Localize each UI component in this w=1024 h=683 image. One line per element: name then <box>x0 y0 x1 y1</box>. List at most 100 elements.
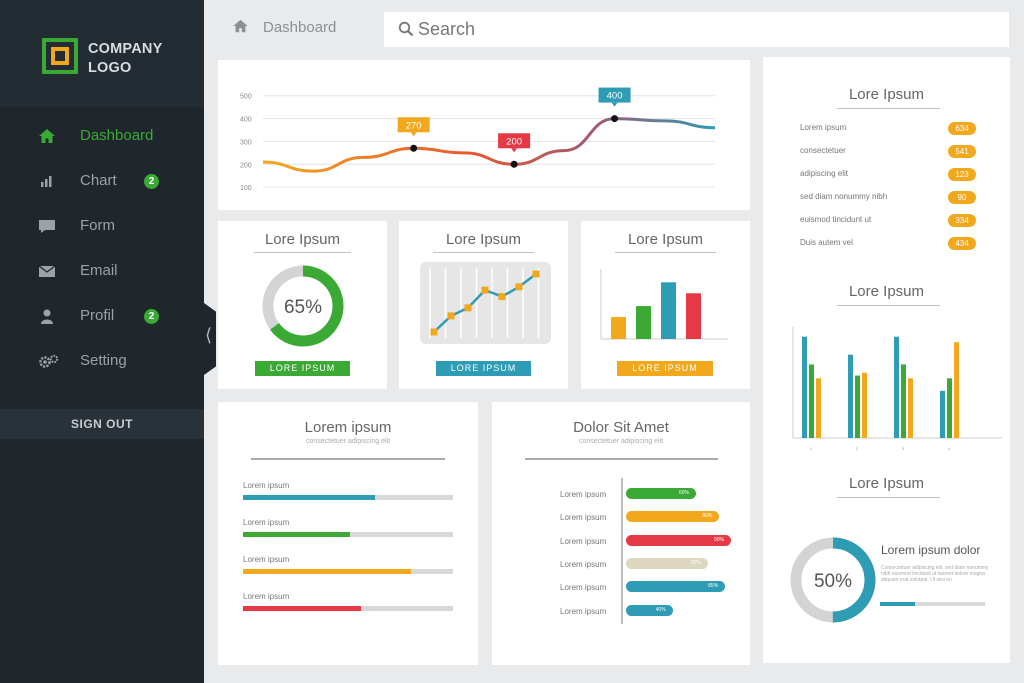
donut2-progress-fill <box>880 602 915 606</box>
card-title: Lore Ipsum <box>264 231 341 248</box>
hbar-row: Lorem ipsum 60% <box>560 488 760 500</box>
donut-card: Lore Ipsum 65% LORE IPSUM <box>218 221 387 389</box>
hbar-label: Lorem ipsum <box>560 536 607 546</box>
lore-ipsum-button[interactable]: LORE IPSUM <box>617 361 713 376</box>
y-tick-label: 400 <box>240 117 252 124</box>
title-divider <box>433 252 534 253</box>
value-badge: 434 <box>948 237 976 250</box>
company-logo-text: COMPANY LOGO <box>88 40 162 78</box>
hbar-value: 70% <box>690 559 701 566</box>
list-item: sed diam nonummy nibh 90 <box>800 191 980 205</box>
callout-box <box>397 117 430 133</box>
line-chart: 500 400 300 200 100 270 200 400 <box>240 87 716 192</box>
user-icon <box>41 309 53 324</box>
x-tick-label: 3 <box>902 446 905 451</box>
sidebar: COMPANY LOGO Dashboard Chart 2 Form Emai… <box>0 0 204 683</box>
hbar: 90% <box>626 534 731 546</box>
progress-label: Lorem ipsum <box>243 555 290 564</box>
logo-line-2: LOGO <box>88 60 132 76</box>
sidebar-collapse-toggle[interactable]: ⟨ <box>204 303 216 375</box>
sidebar-item-dashboard[interactable]: Dashboard <box>0 114 204 159</box>
data-point <box>611 115 619 123</box>
donut2-progress-track <box>880 602 985 606</box>
title-divider <box>525 458 718 460</box>
callout-label: 400 <box>607 91 623 102</box>
progress-fill <box>243 532 351 537</box>
title-divider <box>254 252 351 253</box>
bar <box>816 378 821 438</box>
value-badge: 634 <box>948 122 976 135</box>
hbar-label: Lorem ipsum <box>560 606 607 616</box>
spark-point <box>515 283 523 291</box>
x-tick-label: 1 <box>810 446 813 451</box>
breadcrumb[interactable]: Dashboard <box>263 19 337 36</box>
card-title: Dolor Sit Amet <box>573 419 669 436</box>
sidebar-nav: Dashboard Chart 2 Form Email Profil 2 Se… <box>0 114 204 384</box>
callout-box <box>498 133 531 149</box>
search-placeholder: Search <box>418 19 476 39</box>
value-badge: 541 <box>948 145 976 158</box>
sidebar-item-label: Setting <box>80 352 127 369</box>
bar <box>611 317 626 339</box>
sidebar-item-chart[interactable]: Chart 2 <box>0 159 204 204</box>
donut-chart: 65% <box>262 265 344 347</box>
hbar-label: Lorem ipsum <box>560 583 607 593</box>
right-panel: Lore Ipsum Lorem ipsum 634 consectetuer 541… <box>763 57 1010 663</box>
bar-chart-card: Lore Ipsum LORE IPSUM <box>581 221 750 389</box>
value-badge: 90 <box>948 191 976 204</box>
notification-badge: 2 <box>144 174 159 189</box>
progress-fill <box>243 569 411 574</box>
hbar: 85% <box>626 581 726 593</box>
progress-track <box>243 495 453 500</box>
spark-panel <box>420 262 551 344</box>
progress-label: Lorem ipsum <box>243 481 290 490</box>
home-icon <box>39 129 55 143</box>
spark-chart-card: Lore Ipsum LORE IPSUM <box>399 221 568 389</box>
sidebar-item-label: Dashboard <box>80 127 154 144</box>
line-chart-card: 500 400 300 200 100 270 200 400 <box>218 60 750 210</box>
list-item: euismod tincidunt ut 334 <box>800 214 980 228</box>
callout-box <box>598 87 631 103</box>
search-icon <box>398 21 414 37</box>
spark-point <box>430 328 438 336</box>
card-subtitle: consectetuer adipiscing elit <box>578 438 664 445</box>
progress-fill <box>243 606 361 611</box>
title-divider <box>837 108 940 109</box>
bar <box>661 282 676 339</box>
value-badge: 123 <box>948 168 976 181</box>
bar <box>686 293 701 339</box>
sidebar-item-form[interactable]: Form <box>0 204 204 249</box>
hbar: 80% <box>626 511 720 523</box>
bar <box>901 364 906 438</box>
lore-ipsum-button[interactable]: LORE IPSUM <box>255 361 350 376</box>
title-divider <box>251 458 445 460</box>
y-tick-label: 200 <box>240 162 252 169</box>
sidebar-item-profil[interactable]: Profil 2 <box>0 294 204 339</box>
bar <box>855 375 860 438</box>
hbar-label: Lorem ipsum <box>560 513 607 523</box>
list-item-label: adipiscing elit <box>800 169 849 178</box>
card-title: Lorem ipsum <box>304 419 392 436</box>
hbar-value: 60% <box>678 490 689 496</box>
search-input[interactable]: Search <box>384 12 1009 47</box>
grouped-bar-chart: 1 2 3 4 <box>792 327 1002 451</box>
hbar-value: 85% <box>708 583 719 590</box>
sign-out-button[interactable]: SIGN OUT <box>0 409 204 439</box>
callout-pointer <box>410 132 417 137</box>
hbar-value: 90% <box>713 536 724 543</box>
logo-area: COMPANY LOGO <box>0 0 204 107</box>
lore-ipsum-button[interactable]: LORE IPSUM <box>436 361 531 376</box>
sidebar-item-setting[interactable]: Setting <box>0 339 204 384</box>
list-item-label: Duis autem vel <box>800 238 853 247</box>
chat-icon <box>39 220 55 233</box>
callout-label: 270 <box>406 120 422 131</box>
donut2-percent: 50% <box>814 571 852 592</box>
bar <box>940 390 945 438</box>
progress-card: Lorem ipsum consectetuer adipiscing elit… <box>218 402 478 665</box>
list-item-label: sed diam nonummy nibh <box>800 192 888 201</box>
home-icon[interactable] <box>232 18 249 34</box>
y-tick-label: 100 <box>240 185 252 192</box>
title-divider <box>837 305 940 306</box>
sidebar-item-email[interactable]: Email <box>0 249 204 294</box>
progress-track <box>243 606 453 611</box>
